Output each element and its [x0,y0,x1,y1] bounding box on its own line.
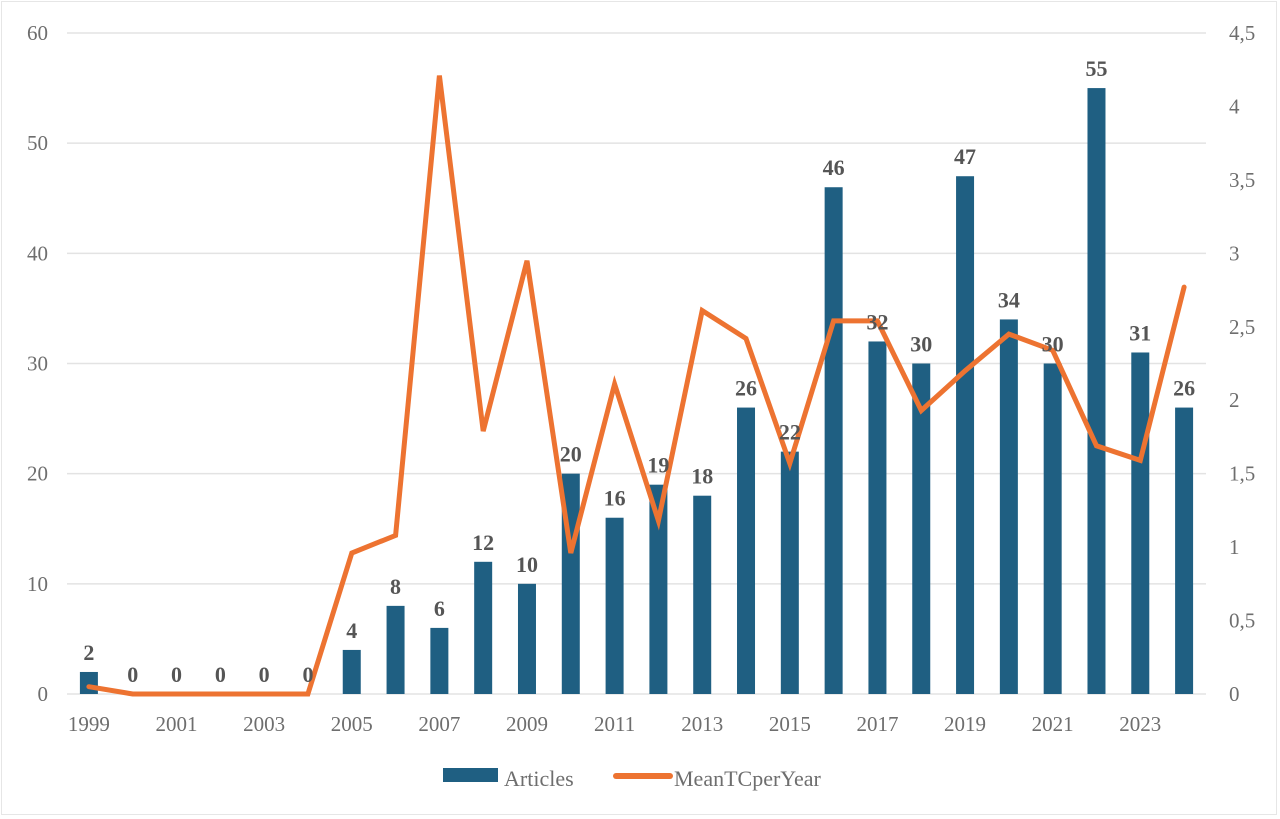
bar-articles-2012 [649,484,668,694]
legend-label-meantc: MeanTCperYear [674,766,822,791]
y2-tick-label: 0,5 [1229,609,1255,633]
x-tick-label: 2015 [769,712,811,736]
x-tick-label: 2005 [331,712,373,736]
y-tick-label: 50 [27,131,48,155]
data-label-2003: 0 [259,662,270,687]
data-label-2012: 19 [647,453,669,478]
y2-tick-label: 4,5 [1229,21,1255,45]
x-tick-label: 2009 [506,712,548,736]
x-tick-label: 2001 [156,712,198,736]
data-label-2015: 22 [779,420,801,445]
data-label-2001: 0 [171,662,182,687]
bar-articles-2014 [737,407,756,694]
data-label-2024: 26 [1173,376,1195,401]
data-label-2004: 0 [302,662,313,687]
data-label-2020: 34 [998,287,1020,312]
articles-bars [79,88,1194,695]
x-tick-label: 2011 [594,712,635,736]
x-tick-label: 2021 [1032,712,1074,736]
y-tick-label: 20 [27,462,48,486]
x-tick-label: 2017 [856,712,898,736]
x-tick-label: 2007 [418,712,460,736]
bar-articles-2008 [474,561,493,694]
data-label-2011: 16 [604,486,626,511]
y-tick-label: 40 [27,241,48,265]
data-label-2023: 31 [1129,320,1151,345]
x-tick-label: 2013 [681,712,723,736]
data-label-2017: 32 [866,309,888,334]
bar-articles-2021 [1043,363,1062,694]
bar-articles-2005 [342,649,361,694]
bar-articles-2018 [912,363,931,694]
y2-tick-label: 3,5 [1229,168,1255,192]
bar-articles-1999 [79,671,98,694]
bar-articles-2007 [430,627,449,694]
data-label-2005: 4 [346,618,357,643]
data-label-2007: 6 [434,596,445,621]
y2-tick-label: 1 [1229,535,1240,559]
bar-articles-2024 [1175,407,1194,694]
y-tick-label: 30 [27,352,48,376]
line-meantcperyear [86,75,1187,697]
bar-articles-2017 [868,341,887,694]
x-tick-label: 2023 [1119,712,1161,736]
y-tick-label: 10 [27,572,48,596]
y2-tick-label: 1,5 [1229,462,1255,486]
bar-articles-2009 [517,583,536,694]
data-label-2019: 47 [954,144,976,169]
x-axis: 1999 2001 2003 2005 2007 2009 2011 2013 2015 2017… [68,712,1161,736]
legend-swatch-articles [443,768,498,782]
meantc-line [86,75,1187,697]
bar-articles-2019 [956,176,975,694]
bar-articles-2006 [386,605,405,694]
y2-tick-label: 2,5 [1229,315,1255,339]
bar-articles-2013 [693,495,712,694]
data-label-2018: 30 [910,332,932,357]
data-label-2008: 12 [472,530,494,555]
legend: Articles MeanTCperYear [443,766,822,791]
x-tick-label: 1999 [68,712,110,736]
data-label-2022: 55 [1085,56,1107,81]
data-label-2010: 20 [560,442,582,467]
gridlines [67,32,1206,695]
y2-tick-label: 3 [1229,241,1240,265]
bar-articles-2015 [780,451,799,694]
y-tick-label: 60 [27,21,48,45]
bar-articles-2022 [1087,88,1106,695]
x-tick-label: 2019 [944,712,986,736]
y-tick-label: 0 [38,682,49,706]
data-label-2013: 18 [691,464,713,489]
data-label-2002: 0 [215,662,226,687]
data-label-1999: 2 [83,640,94,665]
bar-articles-2020 [999,319,1018,694]
bar-articles-2011 [605,517,624,694]
y2-tick-label: 2 [1229,388,1240,412]
data-label-2016: 46 [823,155,845,180]
bar-articles-2023 [1131,352,1150,694]
data-label-2009: 10 [516,552,538,577]
data-label-2021: 30 [1042,332,1064,357]
right-y-axis: 0 0,5 1 1,5 2 2,5 3 3,5 4 4,5 [1229,21,1255,706]
data-label-2000: 0 [127,662,138,687]
left-y-axis: 0 10 20 30 40 50 60 [27,21,48,706]
bar-articles-2016 [824,187,843,694]
y2-tick-label: 4 [1229,94,1240,118]
x-tick-label: 2003 [243,712,285,736]
data-label-2006: 8 [390,574,401,599]
legend-label-articles: Articles [504,766,574,791]
y2-tick-label: 0 [1229,682,1240,706]
data-label-2014: 26 [735,376,757,401]
